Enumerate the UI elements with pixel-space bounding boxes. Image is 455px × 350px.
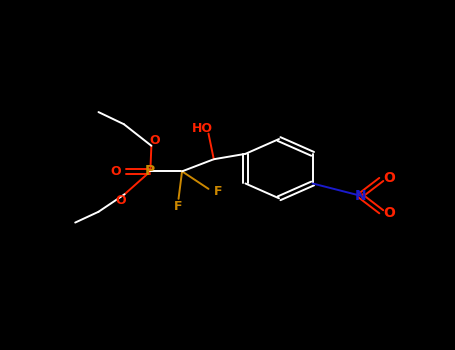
Text: O: O	[149, 134, 160, 147]
Text: O: O	[383, 171, 395, 185]
Text: HO: HO	[192, 122, 212, 135]
Text: O: O	[383, 206, 395, 220]
Text: N: N	[354, 189, 366, 203]
Text: O: O	[116, 194, 126, 207]
Text: F: F	[174, 200, 183, 213]
Text: F: F	[213, 184, 222, 197]
Text: P: P	[145, 164, 156, 178]
Text: O: O	[111, 165, 121, 178]
